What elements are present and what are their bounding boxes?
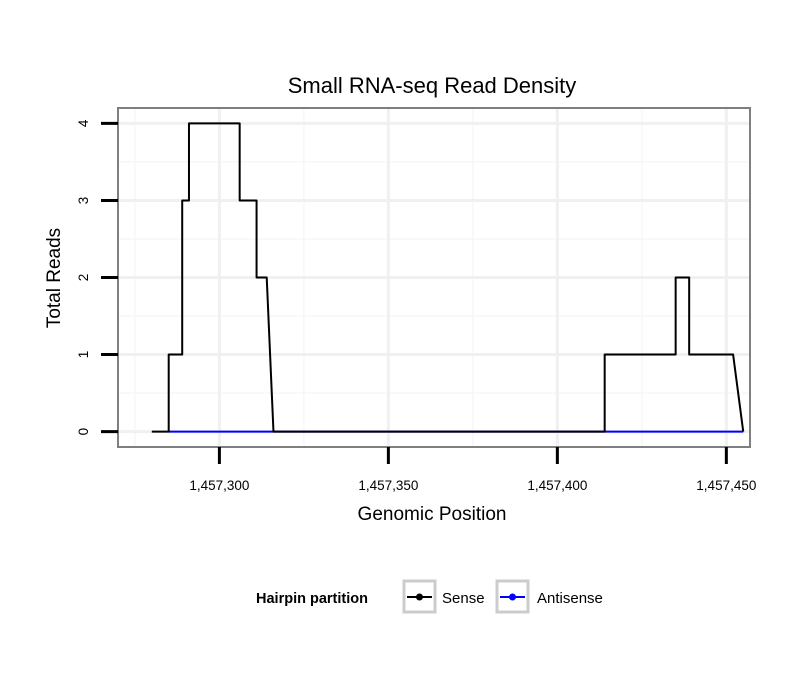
legend-label-sense: Sense bbox=[442, 590, 485, 607]
chart-title: Small RNA-seq Read Density bbox=[288, 73, 577, 98]
legend-item-antisense[interactable]: Antisense bbox=[495, 579, 603, 614]
legend-dot-sense bbox=[416, 593, 423, 601]
y-axis-label: Total Reads bbox=[44, 228, 65, 328]
x-tick-label-0: 1,457,300 bbox=[189, 478, 249, 493]
x-tick-label-2: 1,457,400 bbox=[527, 478, 587, 493]
y-axis-ticks: 0 1 2 3 4 bbox=[76, 119, 118, 435]
x-axis-label: Genomic Position bbox=[358, 504, 507, 525]
series-layer bbox=[151, 122, 745, 433]
y-tick-label-3: 3 bbox=[76, 197, 91, 205]
grid-major bbox=[118, 108, 750, 447]
x-tick-label-3: 1,457,450 bbox=[696, 478, 756, 493]
y-tick-label-2: 2 bbox=[76, 274, 91, 282]
legend: Hairpin partition Sense Antisense bbox=[256, 579, 603, 614]
series-line-sense bbox=[151, 122, 745, 433]
y-tick-label-1: 1 bbox=[76, 351, 91, 359]
x-tick-label-1: 1,457,350 bbox=[358, 478, 418, 493]
y-tick-label-0: 0 bbox=[76, 428, 91, 436]
legend-dot-antisense bbox=[509, 593, 516, 601]
legend-item-sense[interactable]: Sense bbox=[402, 579, 485, 614]
y-tick-label-4: 4 bbox=[76, 119, 91, 127]
legend-label-antisense: Antisense bbox=[537, 590, 603, 607]
x-axis-ticks: 1,457,300 1,457,350 1,457,400 1,457,450 bbox=[189, 447, 756, 493]
legend-title: Hairpin partition bbox=[256, 591, 368, 607]
